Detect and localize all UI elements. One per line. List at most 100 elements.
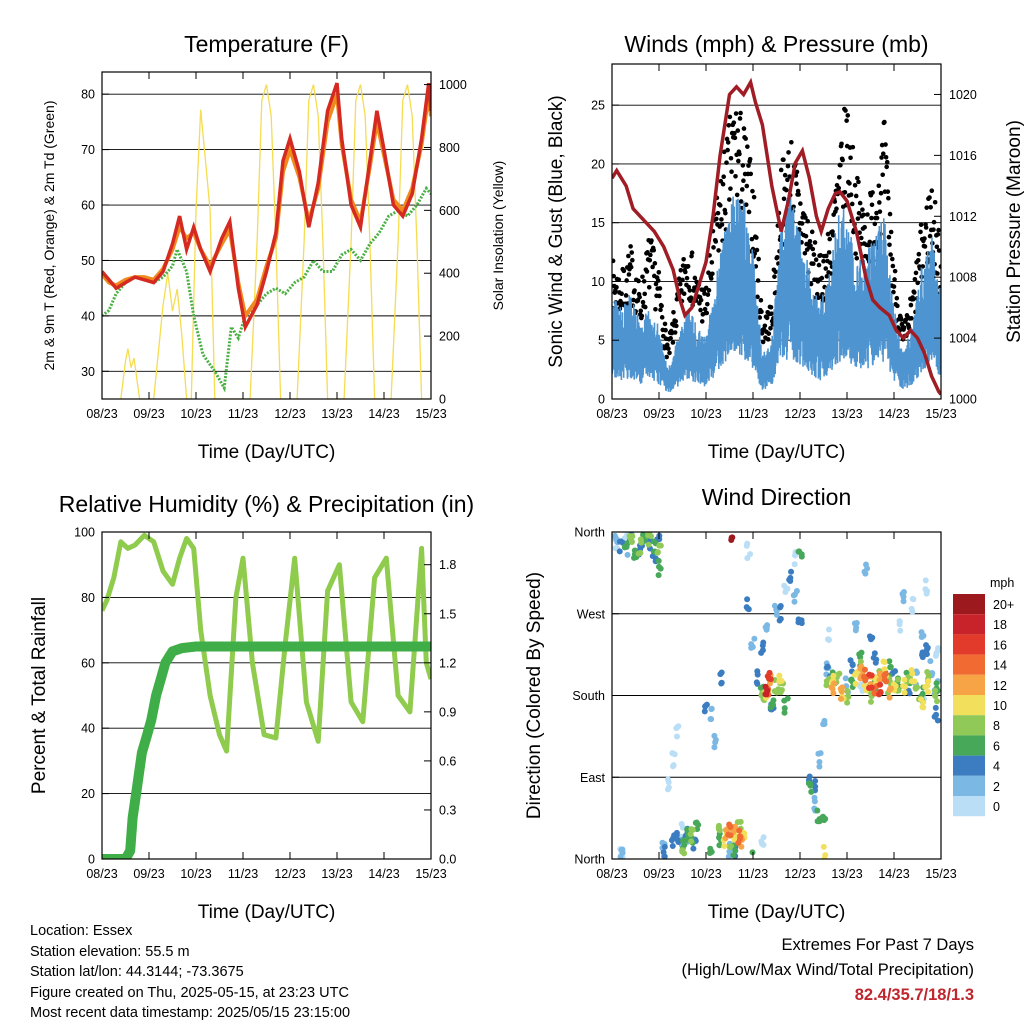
legend-label: 2 [993,780,1000,794]
x-tick-label: 12/23 [274,407,305,421]
direction-point [911,678,918,685]
gust-point [772,274,777,279]
gust-point [858,235,864,241]
direction-point [831,680,838,687]
y-tick-label: 30 [81,365,95,379]
gust-point [854,255,860,261]
y-tick-label: South [572,689,605,703]
gust-point [673,323,679,329]
plot-title: Winds (mph) & Pressure (mb) [624,31,928,57]
legend-label: 8 [993,719,1000,733]
gust-point [662,321,668,327]
legend-label: 16 [993,638,1007,652]
y2-tick-label: 400 [439,267,460,281]
y-tick-label: 80 [81,591,95,605]
gust-point [877,209,883,214]
direction-point [654,549,661,556]
gust-point [778,167,784,173]
x-tick-label: 09/23 [643,867,674,881]
y-axis-title: Direction (Colored By Speed) [524,572,545,819]
x-axis-title: Time (Day/UTC) [708,902,846,923]
info-location: Location: Essex [30,923,133,939]
direction-point [776,678,783,685]
direction-point [864,565,871,572]
y-tick-label: 60 [81,199,95,213]
gust-point [754,235,759,240]
legend-swatch [953,796,985,817]
gust-point [699,319,705,324]
direction-point [788,568,795,575]
gust-point [888,252,893,257]
gust-point [808,281,814,287]
gust-point [705,292,711,297]
direction-point [688,838,695,845]
direction-point [737,833,744,840]
direction-point [665,784,672,791]
gust-point [655,278,661,283]
x-axis-title: Time (Day/UTC) [708,442,846,463]
gust-point [626,253,631,259]
direction-point [661,843,668,850]
x-tick-label: 08/23 [86,407,117,421]
direction-point [820,843,827,850]
gust-point [785,163,791,169]
direction-point [795,616,802,623]
direction-point [816,759,823,766]
temperature-panel: Temperature (F) Time (Day/UTC) 08/23 09/23 1… [41,31,506,463]
x-tick-label: 10/23 [180,407,211,421]
gust-point [733,111,739,116]
gust-point [781,196,787,202]
gust-point [938,264,941,269]
direction-point [736,827,743,834]
gust-point [803,215,808,220]
gust-point [915,257,921,263]
gust-point [688,295,694,300]
gust-point [844,118,849,123]
direction-point [734,819,741,826]
direction-point [807,782,814,789]
series-layer [612,532,941,859]
gust-point [826,250,832,255]
direction-point [808,788,815,795]
x-tick-label: 12/23 [784,407,815,421]
y2-tick-label: 1020 [949,88,977,102]
gust-point [738,199,744,204]
direction-point [725,853,732,859]
gust-point [721,174,726,179]
gust-point [809,229,815,235]
x-axis-title: Time (Day/UTC) [198,442,336,463]
direction-point [913,669,920,676]
wind-band [612,195,941,392]
direction-point [743,542,750,549]
direction-point [748,644,755,651]
gust-point [721,149,727,155]
direction-point [908,605,915,612]
gust-point [659,315,665,320]
gust-point [861,212,866,218]
extremes-values: 82.4/35.7/18/1.3 [854,986,974,1004]
gust-point [824,274,830,279]
gust-point [647,257,653,263]
gust-point [612,273,616,279]
direction-point [688,826,695,833]
direction-point [820,721,827,728]
direction-point [702,703,709,710]
wind-direction-panel: Wind Direction Time (Day/UTC) 08/23 09/23 10… [524,484,1014,923]
y-tick-label: 70 [81,143,95,157]
direction-point [882,670,889,677]
gust-point [614,284,619,290]
direction-point [681,842,688,849]
gust-point [811,261,816,267]
gust-point [814,291,820,297]
gust-point [687,288,693,293]
direction-point [693,819,700,826]
direction-point [707,715,714,722]
direction-point [753,679,760,686]
gust-point [808,243,813,248]
extremes-box: Extremes For Past 7 Days (High/Low/Max W… [681,933,974,1008]
legend-label: 0 [993,800,1000,814]
gust-point [853,251,858,256]
gust-point [813,257,819,263]
gust-point [635,298,641,303]
info-elevation: Station elevation: 55.5 m [30,943,190,960]
